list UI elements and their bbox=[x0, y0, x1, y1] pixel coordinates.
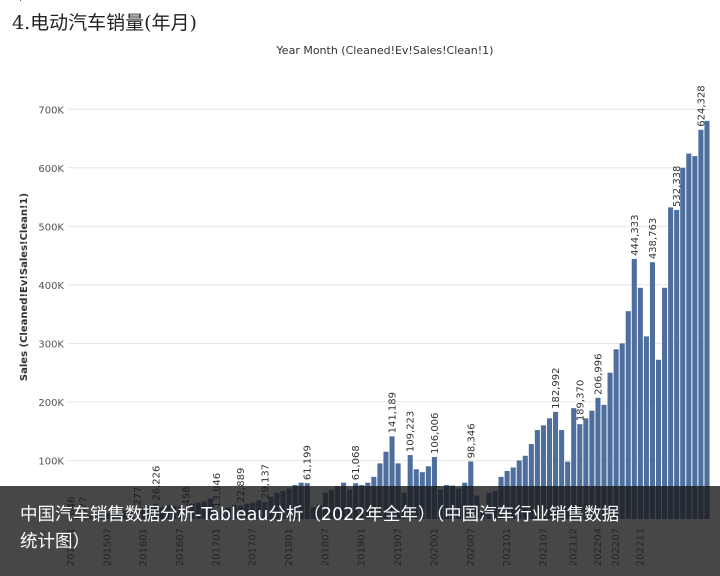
bar bbox=[631, 258, 637, 519]
bar bbox=[674, 209, 680, 519]
bar bbox=[383, 451, 389, 519]
bar bbox=[655, 359, 662, 519]
chart-title: Year Month (Cleaned!Ev!Sales!Clean!1) bbox=[276, 44, 494, 57]
data-label: 189,370 bbox=[575, 380, 586, 421]
data-label: 182,992 bbox=[551, 368, 562, 409]
bar bbox=[625, 311, 631, 519]
bar bbox=[649, 262, 656, 519]
bar bbox=[389, 436, 395, 519]
bar bbox=[534, 430, 540, 519]
caption-text: 中国汽车销售数据分析-Tableau分析（2022年全年）（中国汽车行业销售数据… bbox=[20, 505, 620, 552]
bar bbox=[704, 120, 710, 519]
y-axis-ticks: 100K 200K 300K 400K 500K 600K 700K bbox=[38, 105, 64, 467]
bar bbox=[662, 287, 668, 519]
data-label: 22,889 bbox=[236, 468, 247, 503]
bar bbox=[607, 372, 613, 519]
bar bbox=[583, 418, 589, 519]
bar bbox=[613, 349, 619, 519]
data-label: 438,763 bbox=[648, 218, 659, 259]
y-tick-label: 600K bbox=[38, 164, 64, 175]
bar bbox=[643, 336, 649, 519]
y-tick-label: 400K bbox=[38, 281, 64, 292]
data-label: 98,346 bbox=[466, 423, 477, 458]
bar bbox=[546, 418, 553, 519]
data-label: 109,223 bbox=[406, 411, 417, 452]
data-label: 61,199 bbox=[303, 445, 314, 480]
y-tick-label: 300K bbox=[38, 339, 64, 350]
bar bbox=[668, 207, 674, 519]
bars bbox=[68, 120, 710, 520]
bar bbox=[698, 129, 704, 519]
bar bbox=[559, 430, 565, 519]
data-label: 26,226 bbox=[151, 466, 162, 501]
data-label: 206,996 bbox=[593, 353, 604, 394]
data-label: 61,068 bbox=[351, 445, 362, 480]
bar bbox=[528, 444, 534, 519]
page-heading: 4.电动汽车销量(年月) bbox=[12, 12, 197, 34]
y-tick-label: 700K bbox=[38, 105, 64, 116]
data-label: 29,137 bbox=[260, 464, 271, 499]
bar bbox=[540, 425, 546, 519]
bar bbox=[619, 343, 625, 519]
y-tick-label: 100K bbox=[38, 456, 64, 467]
data-labels: 6466771,27726,2261,45813,84622,88929,137… bbox=[0, 0, 707, 516]
data-label: 680,187 bbox=[0, 0, 41, 3]
data-label: 624,328 bbox=[696, 85, 707, 126]
caption-overlay: 中国汽车销售数据分析-Tableau分析（2022年全年）（中国汽车行业销售数据… bbox=[0, 486, 720, 576]
data-label: 106,006 bbox=[430, 413, 441, 454]
y-axis-label: Sales (Cleaned!Ev!Sales!Clean!1) bbox=[19, 193, 30, 381]
bar bbox=[601, 404, 607, 519]
bar bbox=[589, 410, 595, 519]
bar bbox=[595, 397, 601, 519]
y-tick-label: 500K bbox=[38, 222, 64, 233]
bar bbox=[577, 424, 583, 519]
data-label: 444,333 bbox=[630, 215, 641, 256]
y-tick-label: 200K bbox=[38, 398, 64, 409]
data-label: 141,189 bbox=[388, 392, 399, 433]
bar bbox=[692, 156, 698, 520]
bar bbox=[553, 411, 559, 519]
bar bbox=[637, 287, 643, 519]
data-label: 532,338 bbox=[672, 166, 683, 207]
bar bbox=[686, 153, 692, 520]
bar bbox=[680, 167, 686, 520]
bar bbox=[571, 408, 577, 519]
